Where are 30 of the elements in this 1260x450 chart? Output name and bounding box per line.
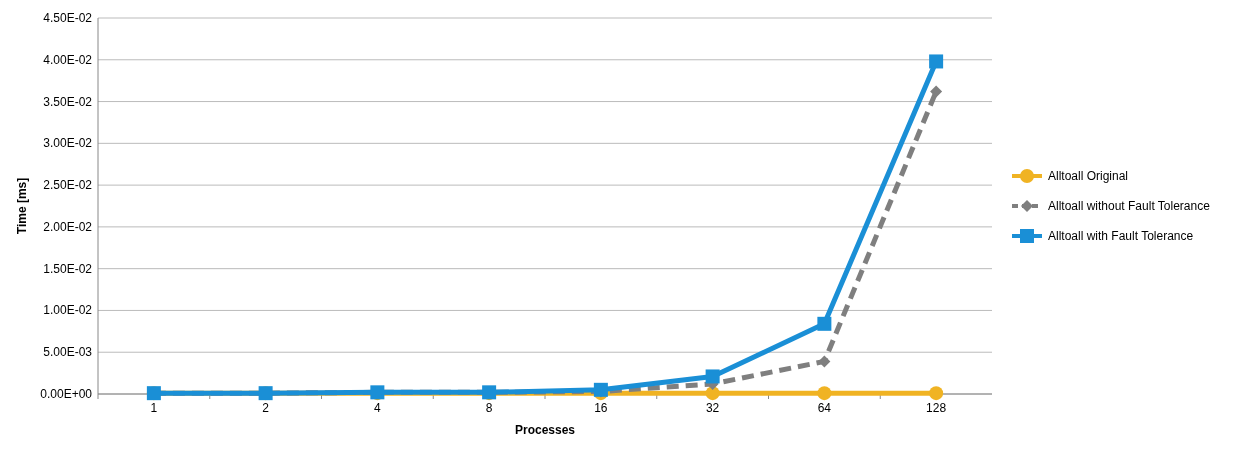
y-tick-label: 4.50E-02 <box>43 11 93 25</box>
y-tick-label: 0.00E+00 <box>40 387 93 401</box>
y-tick-label: 5.00E-03 <box>43 345 93 360</box>
point <box>929 54 944 69</box>
x-tick-label: 64 <box>817 401 832 415</box>
y-axis-title: Time [ms] <box>15 177 29 235</box>
x-tick-label: 8 <box>485 401 493 415</box>
point <box>929 386 944 401</box>
x-axis-title: Processes <box>514 423 576 437</box>
legend-label: Alltoall with Fault Tolerance <box>1048 229 1194 243</box>
x-tick-label: 16 <box>594 401 608 415</box>
x-tick-label: 32 <box>705 401 720 415</box>
y-tick-label: 1.50E-02 <box>43 261 93 276</box>
point <box>705 386 720 401</box>
y-tick-label: 1.00E-02 <box>43 303 93 318</box>
point <box>930 85 943 98</box>
y-tick-label: 3.50E-02 <box>43 94 93 109</box>
legend-label: Alltoall Original <box>1048 169 1129 183</box>
point <box>705 369 720 384</box>
y-tick-label: 3.00E-02 <box>43 136 93 151</box>
legend-label: Alltoall without Fault Tolerance <box>1048 199 1211 213</box>
y-tick-label: 2.50E-02 <box>43 178 93 193</box>
point <box>817 316 832 331</box>
x-tick-label: 2 <box>262 401 270 415</box>
x-tick-label: 128 <box>926 401 947 415</box>
point <box>817 386 832 401</box>
y-tick-label: 4.00E-02 <box>43 52 93 67</box>
y-tick-label: 2.00E-02 <box>43 219 93 234</box>
x-tick-label: 4 <box>374 401 382 415</box>
x-tick-label: 1 <box>150 401 158 415</box>
